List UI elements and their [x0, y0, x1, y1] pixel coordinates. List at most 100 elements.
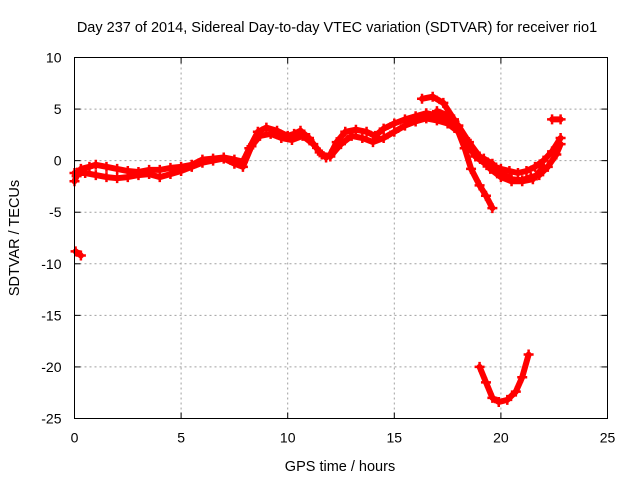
data-point — [346, 130, 357, 141]
x-tick-label: 10 — [280, 430, 296, 446]
y-tick-label: 0 — [54, 153, 62, 169]
data-point — [286, 135, 297, 146]
data-point — [538, 161, 549, 172]
data-point — [480, 377, 491, 388]
data-point — [527, 174, 538, 185]
data-point — [357, 132, 368, 143]
data-point — [417, 93, 428, 104]
data-point — [112, 163, 123, 174]
data-point — [466, 163, 477, 174]
data-point — [122, 172, 133, 183]
y-tick-label: 10 — [46, 50, 62, 66]
data-point — [361, 126, 372, 137]
data-point — [154, 172, 165, 183]
data-point — [90, 170, 101, 181]
data-point — [517, 176, 528, 187]
data-point — [485, 163, 496, 174]
data-series — [69, 91, 566, 407]
y-tick-label: -15 — [41, 307, 61, 323]
data-point — [218, 153, 229, 164]
data-point — [325, 151, 336, 162]
data-point — [101, 172, 112, 183]
data-point — [265, 128, 276, 139]
data-point — [504, 165, 515, 176]
data-point — [410, 116, 421, 127]
data-point — [521, 165, 532, 176]
x-tick-label: 20 — [493, 430, 509, 446]
x-tick-label: 5 — [177, 430, 185, 446]
data-point — [336, 139, 346, 150]
x-tick-label: 25 — [600, 430, 616, 446]
data-point — [480, 190, 491, 201]
data-point — [80, 168, 91, 179]
data-point — [75, 250, 86, 261]
data-point — [495, 172, 506, 183]
data-point — [197, 157, 208, 168]
data-point — [144, 169, 155, 180]
data-point — [378, 132, 389, 143]
x-tick-label: 15 — [387, 430, 403, 446]
data-point — [421, 113, 432, 124]
data-point — [506, 176, 517, 187]
data-point — [551, 149, 562, 160]
data-point — [517, 372, 528, 383]
data-point — [208, 155, 219, 166]
data-point — [389, 126, 400, 137]
data-point — [276, 132, 287, 143]
data-point — [237, 161, 248, 172]
data-point — [431, 106, 442, 117]
data-point — [487, 392, 498, 403]
data-point — [165, 169, 176, 180]
data-point — [487, 203, 498, 214]
data-point — [229, 158, 240, 169]
data-point — [547, 114, 558, 125]
data-point — [316, 149, 327, 160]
data-point — [493, 396, 504, 407]
data-point — [133, 170, 144, 181]
data-point — [463, 137, 474, 148]
data-point — [438, 97, 449, 108]
data-point — [399, 120, 410, 131]
data-point — [340, 126, 351, 137]
data-point — [510, 386, 521, 397]
plot-frame — [74, 57, 608, 419]
data-point — [70, 246, 81, 257]
grid — [74, 57, 608, 419]
data-point — [453, 120, 464, 131]
data-point — [427, 91, 438, 102]
x-axis-label: GPS time / hours — [285, 459, 395, 475]
y-tick-label: -25 — [41, 411, 61, 427]
y-axis-label: SDTVAR / TECUs — [7, 180, 23, 296]
data-point — [378, 123, 389, 134]
data-point — [308, 139, 319, 150]
data-point — [474, 361, 485, 372]
y-tick-label: 5 — [54, 101, 62, 117]
data-point — [555, 114, 566, 125]
data-point — [101, 161, 112, 172]
y-tick-label: -10 — [41, 256, 61, 272]
data-point — [261, 122, 272, 133]
data-point — [176, 165, 187, 176]
data-point — [523, 349, 534, 360]
data-point — [254, 130, 265, 141]
y-tick-label: -5 — [49, 204, 62, 220]
data-point — [90, 159, 101, 170]
data-point — [246, 141, 257, 152]
data-point — [530, 161, 541, 172]
data-point — [502, 394, 513, 405]
chart-title: Day 237 of 2014, Sidereal Day-to-day VTE… — [77, 20, 597, 36]
data-point — [512, 168, 523, 179]
y-tick-label: -20 — [41, 359, 61, 375]
x-tick-label: 0 — [71, 430, 79, 446]
data-point — [112, 173, 123, 184]
data-point — [555, 139, 566, 150]
data-point — [442, 110, 453, 121]
data-point — [186, 161, 197, 172]
data-point — [474, 180, 485, 191]
axis-ticks: 0 5 10 15 20 25 10 5 0 -5 -10 -15 -20 -25 — [41, 50, 615, 446]
data-point — [297, 130, 308, 141]
data-point — [431, 115, 442, 126]
data-point — [367, 137, 378, 148]
data-point — [350, 124, 361, 135]
data-point — [474, 151, 485, 162]
